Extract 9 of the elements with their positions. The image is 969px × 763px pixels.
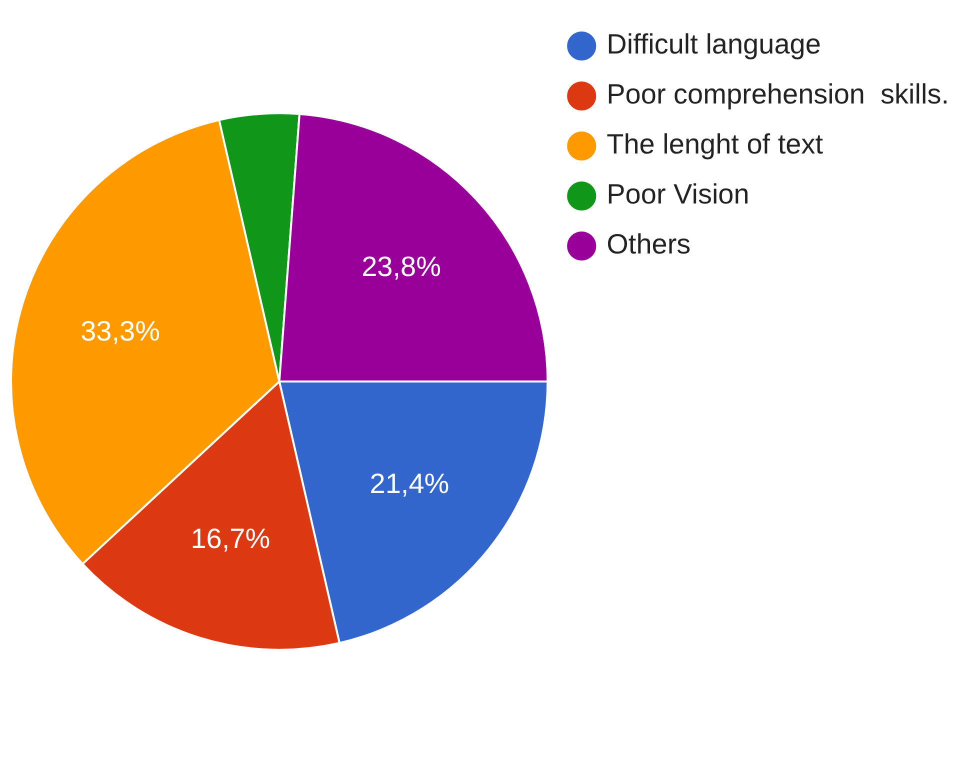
data-label: 23,8%: [362, 251, 441, 282]
data-label: 33,3%: [80, 315, 160, 346]
legend-label: Poor Vision: [606, 178, 750, 210]
legend-label: Difficult language: [606, 28, 821, 60]
legend-label: The lenght of text: [606, 128, 824, 160]
legend-label: Others: [606, 228, 691, 260]
legend-label: Poor comprehension skills.: [606, 78, 950, 110]
data-label: 21,4%: [370, 468, 450, 499]
data-label: 16,7%: [190, 523, 270, 554]
